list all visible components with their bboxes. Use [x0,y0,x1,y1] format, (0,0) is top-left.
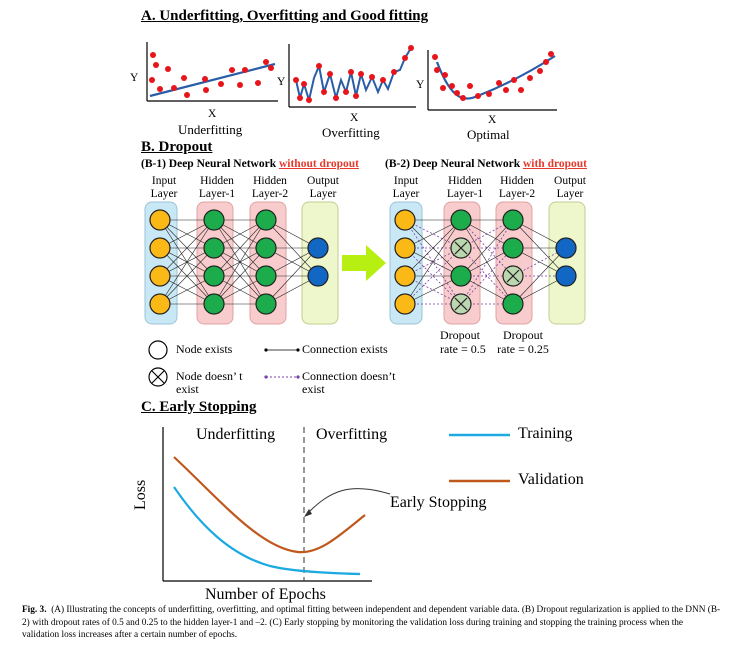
caption-text: (A) Illustrating the concepts of underfi… [22,605,721,640]
legend-node-exists: Node exists [176,342,233,356]
underfitting-plot [146,42,278,102]
b-legend [148,340,300,387]
b2-title-highlight: with dropout [522,158,587,170]
validation-curve [173,456,366,554]
section-c-title: C. Early Stopping [141,399,257,415]
figure-caption: Fig. 3. (A) Illustrating the concepts of… [22,604,722,642]
b2-network [389,201,586,325]
b2-output-label: Output Layer [554,175,586,200]
dropout-networks [144,201,586,387]
b1-nodes [149,209,329,315]
overfitting-plot [288,44,416,108]
optimal-xlabel: X [488,114,497,126]
section-b-title: B. Dropout [141,139,213,155]
b1-hidden2-label: Hidden Layer-2 [251,175,289,200]
optimal-points [432,51,554,101]
underfitting-ylabel: Y [130,72,139,84]
b2-title: (B-2) Deep Neural Network with dropout [385,158,587,170]
caption-label: Fig. 3. [22,605,47,615]
loss-axis-label: Loss [132,479,149,510]
b1-title: (B-1) Deep Neural Network without dropou… [141,158,359,170]
overfitting-ylabel: Y [277,76,286,88]
optimal-ylabel: Y [416,79,425,91]
b1-title-prefix: (B-1) Deep Neural Network [141,158,279,170]
underfitting-fit-line [149,62,276,98]
legend-node-not-exist: Node doesn’ t exist [176,369,243,396]
underfitting-points [149,52,274,98]
b1-input-label: Input Layer [150,175,178,200]
b1-network [144,201,339,325]
overfitting-region-label: Overfitting [316,426,388,443]
underfitting-xlabel: X [208,108,217,120]
node-exists-icon [148,340,168,360]
early-stopping-label: Early Stopping [390,494,487,511]
training-curve [173,486,361,576]
b1-title-highlight: without dropout [278,158,359,170]
transition-arrow [342,245,386,281]
epochs-axis-label: Number of Epochs [205,586,326,603]
b2-title-prefix: (B-2) Deep Neural Network [385,158,523,170]
section-a-plots [146,42,557,111]
connection-exists-icon [264,348,300,352]
legend-training-label: Training [518,425,573,442]
optimal-plot [427,50,557,111]
dropout-rate-1: Dropout rate = 0.5 [440,328,486,356]
legend-connection-exists: Connection exists [302,342,388,356]
b1-hidden1-label: Hidden Layer-1 [198,175,236,200]
section-a-title: A. Underfitting, Overfitting and Good fi… [141,8,429,24]
overfitting-xlabel: X [350,112,359,124]
b2-input-label: Input Layer [392,175,420,200]
legend-validation-label: Validation [518,471,584,488]
underfitting-region-label: Underfitting [196,426,276,443]
optimal-caption: Optimal [467,127,510,142]
overfitting-caption: Overfitting [322,125,380,140]
b2-hidden2-label: Hidden Layer-2 [498,175,536,200]
early-stopping-pointer [305,488,391,516]
b1-output-label: Output Layer [307,175,339,200]
b2-hidden1-label: Hidden Layer-1 [446,175,484,200]
legend-connection-not-exist: Connection doesn’t exist [302,369,396,396]
overfitting-points [293,45,414,103]
dropout-rate-2: Dropout rate = 0.25 [497,328,549,356]
underfitting-caption: Underfitting [178,122,243,137]
connection-not-exist-icon [264,375,300,379]
